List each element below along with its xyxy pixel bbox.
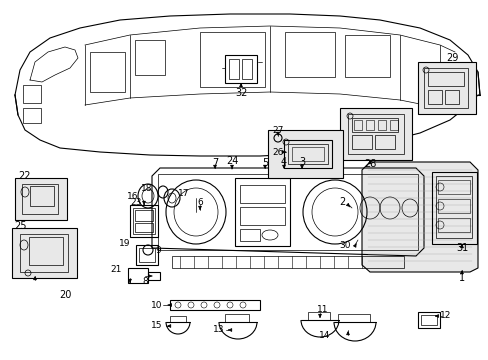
Bar [135, 40, 164, 75]
Bar [30, 186, 54, 206]
Bar [339, 108, 411, 160]
Bar [158, 174, 417, 250]
Text: 25: 25 [14, 221, 26, 231]
Bar [291, 147, 324, 161]
Text: 6: 6 [197, 198, 203, 207]
Text: 15: 15 [150, 321, 162, 330]
Text: 29: 29 [445, 53, 457, 63]
Text: 30: 30 [339, 240, 350, 249]
Bar [148, 272, 160, 280]
Text: 26: 26 [272, 148, 283, 157]
Bar [347, 114, 403, 154]
Bar [267, 130, 342, 178]
Text: 17: 17 [178, 189, 189, 198]
Bar [431, 172, 476, 244]
Bar [437, 180, 469, 194]
Bar [23, 85, 41, 103]
Text: 10: 10 [150, 301, 162, 310]
Bar [337, 314, 369, 322]
Bar [90, 52, 125, 92]
Bar [423, 68, 467, 108]
Bar [20, 234, 68, 272]
Bar [200, 32, 264, 87]
Bar [136, 245, 158, 265]
Bar [224, 314, 248, 322]
Bar [285, 32, 334, 77]
Bar [420, 315, 436, 325]
Bar [427, 72, 463, 86]
Bar [345, 35, 389, 77]
Text: 19: 19 [118, 239, 130, 248]
Bar [437, 218, 469, 232]
Bar [437, 199, 469, 213]
Text: 4: 4 [281, 157, 286, 167]
Bar [242, 59, 251, 79]
Bar [133, 208, 155, 234]
Bar [170, 316, 185, 322]
Text: 28: 28 [363, 159, 375, 169]
Bar [351, 118, 397, 132]
Bar [235, 178, 289, 246]
Polygon shape [361, 162, 477, 272]
Bar [170, 300, 260, 310]
Bar [172, 256, 403, 268]
Text: 27: 27 [272, 126, 283, 135]
Bar [135, 210, 153, 221]
Text: 1: 1 [458, 273, 464, 283]
Bar [389, 120, 397, 130]
Bar [377, 120, 385, 130]
Text: 23: 23 [130, 198, 141, 207]
Bar [374, 135, 394, 149]
Text: 7: 7 [211, 158, 218, 168]
Bar [284, 140, 331, 168]
Text: 31: 31 [455, 243, 467, 253]
Bar [417, 62, 475, 114]
Bar [23, 108, 41, 123]
Bar [417, 312, 439, 328]
Bar [240, 229, 260, 241]
Bar [240, 185, 285, 203]
Bar [240, 207, 285, 225]
Text: 22: 22 [18, 171, 30, 181]
Text: 11: 11 [317, 306, 328, 315]
Text: 18: 18 [140, 184, 152, 193]
Text: 8: 8 [142, 276, 147, 285]
Text: 21: 21 [110, 266, 122, 274]
Text: 13: 13 [212, 325, 224, 334]
Bar [287, 144, 327, 164]
Bar [435, 176, 471, 238]
Text: 2: 2 [338, 197, 345, 207]
Text: 20: 20 [59, 290, 71, 300]
Text: 12: 12 [439, 311, 450, 320]
Bar [128, 268, 148, 283]
Text: 16: 16 [126, 192, 138, 201]
Bar [224, 55, 257, 83]
Bar [351, 135, 371, 149]
Text: 14: 14 [319, 330, 330, 339]
Bar [12, 228, 77, 278]
Text: 9: 9 [155, 246, 161, 255]
Bar [228, 59, 239, 79]
Text: 24: 24 [225, 156, 238, 166]
Bar [427, 90, 441, 104]
Bar [444, 90, 458, 104]
Bar [135, 223, 153, 232]
Text: 3: 3 [298, 157, 305, 167]
Bar [353, 120, 361, 130]
Bar [365, 120, 373, 130]
Bar [29, 237, 63, 265]
Bar [22, 184, 58, 214]
Bar [139, 248, 155, 262]
Text: 32: 32 [234, 88, 246, 98]
Bar [15, 178, 67, 220]
Text: 5: 5 [262, 158, 267, 168]
Bar [130, 205, 158, 237]
Bar [307, 312, 329, 320]
